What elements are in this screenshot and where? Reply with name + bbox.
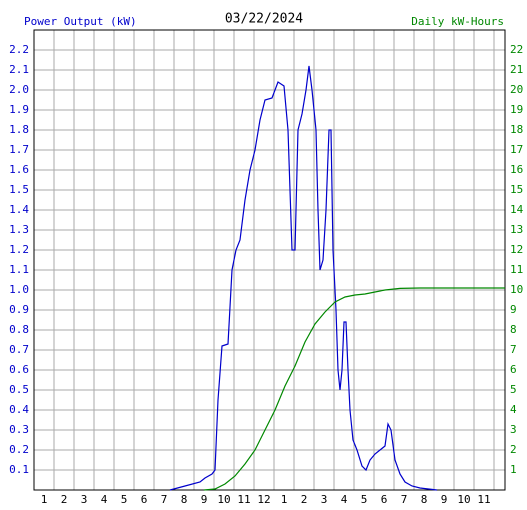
y-tick-label: 1.0 bbox=[9, 283, 29, 296]
y-tick-label: 0.1 bbox=[9, 463, 29, 476]
y-axis-label: Power Output (kW) bbox=[24, 15, 137, 28]
y2-tick-label: 20 bbox=[510, 83, 523, 96]
y-tick-label: 1.1 bbox=[9, 263, 29, 276]
y2-tick-label: 1 bbox=[510, 463, 517, 476]
x-tick-label: 12 bbox=[257, 493, 270, 506]
x-tick-label: 2 bbox=[61, 493, 68, 506]
y2-tick-label: 11 bbox=[510, 263, 523, 276]
x-tick-label: 9 bbox=[441, 493, 448, 506]
y2-tick-label: 22 bbox=[510, 43, 523, 56]
y-tick-label: 1.4 bbox=[9, 203, 29, 216]
y2-tick-label: 2 bbox=[510, 443, 517, 456]
x-tick-label: 3 bbox=[321, 493, 328, 506]
x-tick-label: 11 bbox=[477, 493, 490, 506]
x-tick-label: 1 bbox=[281, 493, 288, 506]
y2-tick-label: 4 bbox=[510, 403, 517, 416]
y-tick-label: 1.9 bbox=[9, 103, 29, 116]
y-tick-label: 0.4 bbox=[9, 403, 29, 416]
y-tick-label: 0.2 bbox=[9, 443, 29, 456]
y-tick-label: 1.8 bbox=[9, 123, 29, 136]
x-tick-label: 7 bbox=[401, 493, 408, 506]
y-tick-label: 0.8 bbox=[9, 323, 29, 336]
x-tick-label: 8 bbox=[181, 493, 188, 506]
y-tick-label: 0.7 bbox=[9, 343, 29, 356]
x-tick-label: 4 bbox=[101, 493, 108, 506]
chart-title: 03/22/2024 bbox=[225, 12, 303, 27]
y-tick-label: 0.3 bbox=[9, 423, 29, 436]
x-tick-label: 5 bbox=[121, 493, 128, 506]
x-tick-label: 8 bbox=[421, 493, 428, 506]
y2-tick-label: 5 bbox=[510, 383, 517, 396]
y-tick-label: 1.5 bbox=[9, 183, 29, 196]
x-tick-label: 2 bbox=[301, 493, 308, 506]
y2-tick-label: 3 bbox=[510, 423, 517, 436]
y-tick-label: 0.5 bbox=[9, 383, 29, 396]
x-tick-label: 6 bbox=[141, 493, 148, 506]
x-tick-label: 3 bbox=[81, 493, 88, 506]
y-tick-label: 1.7 bbox=[9, 143, 29, 156]
y-tick-label: 0.9 bbox=[9, 303, 29, 316]
x-tick-label: 4 bbox=[341, 493, 348, 506]
x-tick-label: 5 bbox=[361, 493, 368, 506]
y-tick-label: 2.2 bbox=[9, 43, 29, 56]
y2-tick-label: 15 bbox=[510, 183, 523, 196]
y-tick-label: 1.3 bbox=[9, 223, 29, 236]
y-tick-label: 2.1 bbox=[9, 63, 29, 76]
y2-tick-label: 18 bbox=[510, 123, 523, 136]
y2-tick-label: 6 bbox=[510, 363, 517, 376]
y2-tick-label: 16 bbox=[510, 163, 523, 176]
y2-tick-label: 9 bbox=[510, 303, 517, 316]
y-tick-label: 2.0 bbox=[9, 83, 29, 96]
x-tick-label: 9 bbox=[201, 493, 208, 506]
y-tick-label: 1.6 bbox=[9, 163, 29, 176]
x-tick-label: 1 bbox=[41, 493, 48, 506]
y2-tick-label: 19 bbox=[510, 103, 523, 116]
y2-tick-label: 12 bbox=[510, 243, 523, 256]
y-tick-label: 1.2 bbox=[9, 243, 29, 256]
x-tick-label: 7 bbox=[161, 493, 168, 506]
y2-tick-label: 10 bbox=[510, 283, 523, 296]
y2-tick-label: 7 bbox=[510, 343, 517, 356]
x-tick-label: 10 bbox=[457, 493, 470, 506]
y2-tick-label: 13 bbox=[510, 223, 523, 236]
x-tick-label: 6 bbox=[381, 493, 388, 506]
data-line bbox=[203, 287, 505, 491]
data-line bbox=[169, 65, 438, 491]
y2-tick-label: 8 bbox=[510, 323, 517, 336]
y2-tick-label: 17 bbox=[510, 143, 523, 156]
y2-tick-label: 21 bbox=[510, 63, 523, 76]
y2-tick-label: 14 bbox=[510, 203, 524, 216]
plot-border bbox=[33, 29, 506, 491]
x-tick-label: 11 bbox=[237, 493, 250, 506]
y2-axis-label: Daily kW-Hours bbox=[411, 15, 504, 28]
y-tick-label: 0.6 bbox=[9, 363, 29, 376]
x-tick-label: 10 bbox=[217, 493, 230, 506]
